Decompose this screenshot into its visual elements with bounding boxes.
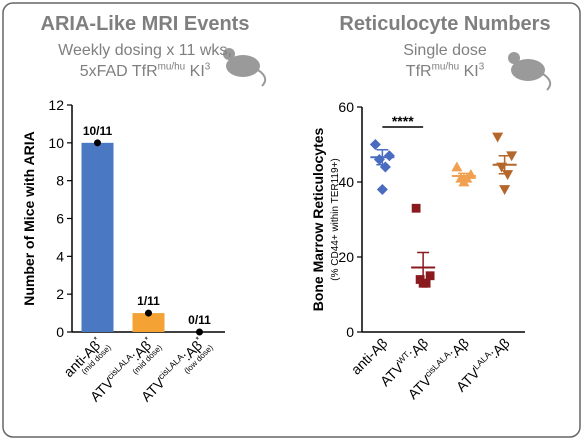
value-label: 1/11 [137,294,160,308]
value-label: 10/11 [83,124,113,138]
text-segment: Single dose [403,42,487,59]
point [499,185,511,195]
superscript: 3 [479,62,485,73]
mouse-icon [223,48,267,87]
y-tick-label: 10 [48,135,64,151]
y-tick-label: 20 [338,249,354,265]
superscript: * [193,334,203,344]
point [383,150,395,162]
text-segment: TfR [406,63,432,80]
bar [81,142,114,332]
chart-subtitle: 5xFAD TfRmu/hu KI3 [80,62,211,80]
superscript: * [142,334,152,344]
y-tick-label: 0 [56,324,64,340]
y-tick-label: 8 [56,173,64,189]
point [458,176,470,187]
y-tick-label: 0 [346,324,354,340]
point [369,139,381,150]
chart-subtitle: Weekly dosing x 11 wks, [58,42,232,59]
y-tick-label: 4 [56,248,64,264]
superscript: mu/hu [158,62,186,73]
text-segment: KI [185,63,205,80]
y-axis-label: Number of Mice with ARIA [21,131,37,306]
chart-title: ARIA-Like MRI Events [41,13,250,35]
bar [132,313,165,332]
y-tick-label: 6 [56,211,64,227]
point [506,151,518,162]
point [411,203,421,213]
value-label: 0/11 [188,313,211,327]
y-tick-label: 60 [338,99,354,115]
annotation: **** [392,113,414,129]
y-axis-sublabel: (% CD44+ within TER119+) [330,158,341,280]
point [425,271,435,281]
chart-subtitle: Single dose [403,42,487,59]
y-tick-label: 12 [48,97,64,113]
superscript: mu/hu [432,62,460,73]
point [196,328,203,336]
point [492,132,504,143]
point [94,139,101,147]
text-segment: 5xFAD TfR [80,63,158,80]
text-segment: KI [459,63,479,80]
chart-subtitle: TfRmu/hu KI3 [406,62,485,80]
text-segment: Weekly dosing x 11 wks, [58,42,232,59]
superscript: * [91,334,101,344]
point [451,161,463,172]
chart-title: Reticulocyte Numbers [339,13,550,35]
superscript: 3 [205,62,211,73]
point [145,309,152,317]
y-tick-label: 2 [56,286,64,302]
y-tick-label: 40 [338,174,354,190]
mouse-icon [508,52,552,91]
y-axis-label: Bone Marrow Reticulocytes [310,127,326,311]
point [376,184,388,195]
